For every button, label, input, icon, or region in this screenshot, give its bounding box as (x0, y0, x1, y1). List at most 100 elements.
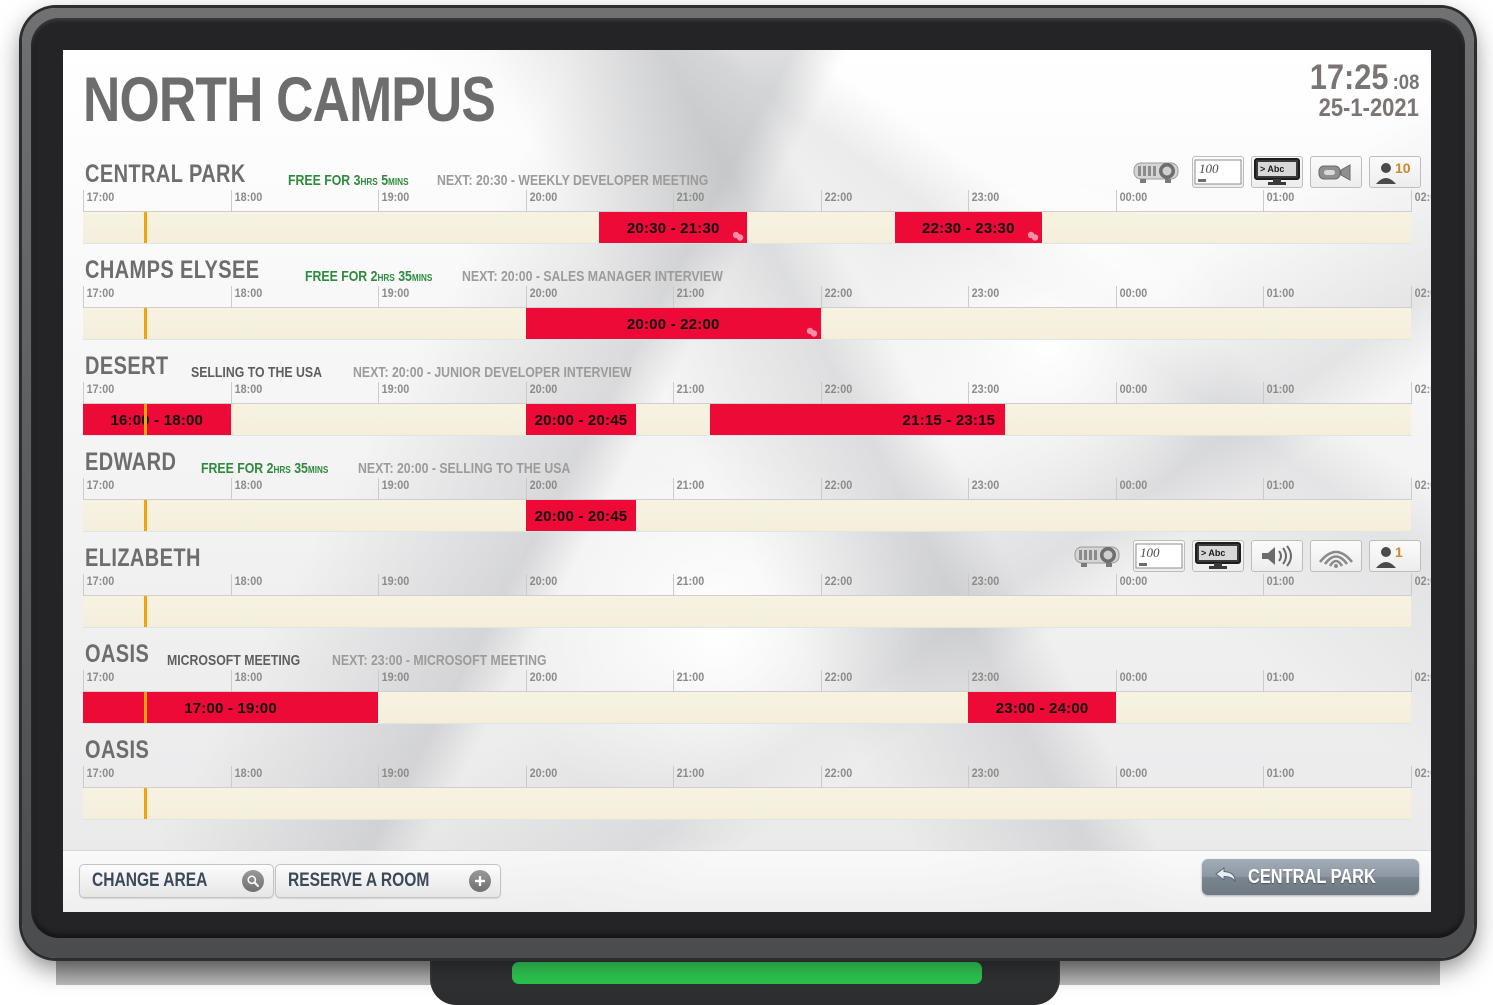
room-row[interactable]: EDWARD FREE FOR 2HRS 35MINS NEXT: 20:00 - … (63, 448, 1431, 544)
room-timeline[interactable] (83, 788, 1411, 820)
room-status-minutes: 35 (394, 268, 413, 285)
timeline-ruler: 17:00 18:00 19:00 20:00 21:00 22:00 23:00 00:00… (83, 766, 1431, 788)
room-header: DESERT SELLING TO THE USA NEXT: 20:00 - JU… (63, 352, 1431, 382)
room-row[interactable]: DESERT SELLING TO THE USA NEXT: 20:00 - JU… (63, 352, 1431, 448)
ruler-tick: 23:00 (968, 286, 1000, 308)
display-icon: > Abc (1251, 156, 1303, 188)
ruler-tick: 19:00 (378, 190, 409, 212)
timeline-event[interactable]: 16:00 - 18:00 (83, 404, 231, 435)
timeline-event[interactable]: 23:00 - 24:00 (968, 692, 1116, 723)
ruler-tick: 18:00 (230, 190, 262, 212)
ruler-tick: 20:00 (525, 574, 557, 596)
projector-icon (1129, 156, 1185, 188)
timeline-event[interactable]: 21:15 - 23:15 (710, 404, 1006, 435)
ruler-tick: 19:00 (378, 574, 409, 596)
room-status: FREE FOR 2HRS 35MINS (305, 268, 432, 285)
room-row[interactable]: CHAMPS ELYSEE FREE FOR 2HRS 35MINS NEXT: 2… (63, 256, 1431, 352)
ruler-tick: 02:00 (1411, 382, 1431, 404)
ruler-tick: 19:00 (378, 766, 409, 788)
ruler-tick: 18:00 (230, 766, 262, 788)
timeline-event[interactable]: 20:00 - 22:00 (525, 308, 821, 339)
ruler-tick: 23:00 (968, 382, 1000, 404)
ruler-tick: 19:00 (378, 286, 409, 308)
room-header: OASIS MICROSOFT MEETING NEXT: 23:00 - MICR… (63, 640, 1431, 670)
ruler-tick: 20:00 (525, 286, 557, 308)
room-name: OASIS (85, 640, 150, 668)
room-name: DESERT (85, 352, 169, 380)
timeline-event[interactable]: 20:00 - 20:45 (525, 500, 637, 531)
change-area-button[interactable]: CHANGE AREA (79, 864, 274, 898)
change-area-label: CHANGE AREA (92, 870, 208, 891)
current-time-marker (144, 692, 148, 723)
timeline-event-label: 23:00 - 24:00 (995, 699, 1089, 717)
room-timeline[interactable]: 16:00 - 18:00 20:00 - 20:45 21:15 - 23:15 (83, 404, 1411, 436)
recurring-event-icon (806, 325, 818, 337)
room-next-meeting: NEXT: 20:00 - SALES MANAGER INTERVIEW (462, 268, 724, 285)
timeline-event-label: 20:30 - 21:30 (626, 219, 720, 237)
current-time-marker (144, 404, 148, 435)
svg-text:100: 100 (1140, 545, 1160, 560)
ruler-tick: 21:00 (673, 766, 704, 788)
timeline-ruler: 17:00 18:00 19:00 20:00 21:00 22:00 23:00 00:00… (83, 478, 1431, 500)
timeline-event[interactable]: 22:30 - 23:30 (894, 212, 1043, 243)
recurring-event-icon (1027, 229, 1039, 241)
ruler-tick: 18:00 (230, 382, 262, 404)
timeline-event[interactable]: 20:00 - 20:45 (525, 404, 637, 435)
room-timeline[interactable]: 20:00 - 22:00 (83, 308, 1411, 340)
ruler-tick: 02:00 (1411, 766, 1431, 788)
ruler-tick: 22:00 (820, 670, 852, 692)
room-row[interactable]: CENTRAL PARK FREE FOR 3HRS 5MINS NEXT: 20:… (63, 156, 1431, 256)
ruler-tick: 19:00 (378, 670, 409, 692)
room-next-meeting: NEXT: 20:00 - JUNIOR DEVELOPER INTERVIEW (353, 364, 632, 381)
timeline-event-label: 20:00 - 22:00 (626, 315, 720, 333)
ruler-tick: 20:00 (525, 190, 557, 212)
ruler-tick: 22:00 (820, 190, 852, 212)
room-status-minutes: 35 (290, 460, 308, 477)
ruler-tick: 17:00 (83, 766, 114, 788)
screen: NORTH CAMPUS 17:25:08 25-1-2021 CENTRAL … (63, 50, 1431, 912)
timeline-event[interactable]: 17:00 - 19:00 (83, 692, 379, 723)
current-time-marker (144, 212, 148, 243)
rooms-list: CENTRAL PARK FREE FOR 3HRS 5MINS NEXT: 20:… (63, 156, 1431, 832)
room-row[interactable]: OASIS 17:00 18:00 19:00 20:00 21:00 22:00 23:00… (63, 736, 1431, 832)
current-time-marker (144, 500, 148, 531)
plus-icon (469, 870, 492, 892)
room-status-unit-minutes: MINS (307, 465, 329, 476)
room-status: MICROSOFT MEETING (167, 652, 301, 669)
reserve-a-room-button[interactable]: RESERVE A ROOM (275, 864, 502, 898)
room-timeline[interactable]: 17:00 - 19:00 23:00 - 24:00 (83, 692, 1411, 724)
timeline-event[interactable]: 20:30 - 21:30 (599, 212, 747, 243)
room-row[interactable]: OASIS MICROSOFT MEETING NEXT: 23:00 - MICR… (63, 640, 1431, 736)
ruler-tick: 19:00 (378, 382, 409, 404)
ruler-tick: 00:00 (1115, 478, 1147, 500)
back-to-central-park-button[interactable]: CENTRAL PARK (1202, 859, 1419, 895)
clock-seconds: :08 (1392, 71, 1419, 94)
whiteboard-icon: 100 (1133, 540, 1185, 572)
timeline-event-label: 16:00 - 18:00 (110, 411, 204, 429)
ruler-tick: 17:00 (83, 382, 114, 404)
ruler-tick: 01:00 (1263, 478, 1295, 500)
back-button-label: CENTRAL PARK (1248, 865, 1376, 888)
ruler-tick: 18:00 (230, 670, 262, 692)
room-status-text: FREE FOR 2 (305, 268, 378, 285)
room-timeline[interactable] (83, 596, 1411, 628)
room-row[interactable]: ELIZABETH 100 > Abc 1 17:00 18:00 19:00 20:00 21… (63, 540, 1431, 640)
room-timeline[interactable]: 20:30 - 21:30 22:30 - 23:30 (83, 212, 1411, 244)
ruler-tick: 02:00 (1411, 670, 1431, 692)
ruler-tick: 01:00 (1263, 190, 1295, 212)
ruler-tick: 01:00 (1263, 382, 1295, 404)
ruler-tick: 22:00 (820, 478, 852, 500)
screen-header: NORTH CAMPUS 17:25:08 25-1-2021 (63, 50, 1431, 160)
ruler-tick: 23:00 (968, 574, 1000, 596)
video-camera-icon (1310, 156, 1362, 188)
ruler-tick: 23:00 (968, 478, 1000, 500)
ruler-tick: 21:00 (673, 382, 704, 404)
ruler-tick: 20:00 (525, 670, 557, 692)
ruler-tick: 22:00 (820, 574, 852, 596)
ruler-tick: 21:00 (673, 286, 704, 308)
room-timeline[interactable]: 20:00 - 20:45 (83, 500, 1411, 532)
room-status: SELLING TO THE USA (191, 364, 323, 381)
ruler-tick: 00:00 (1115, 190, 1147, 212)
ruler-tick: 21:00 (673, 670, 704, 692)
timeline-ruler: 17:00 18:00 19:00 20:00 21:00 22:00 23:00 00:00… (83, 190, 1431, 212)
